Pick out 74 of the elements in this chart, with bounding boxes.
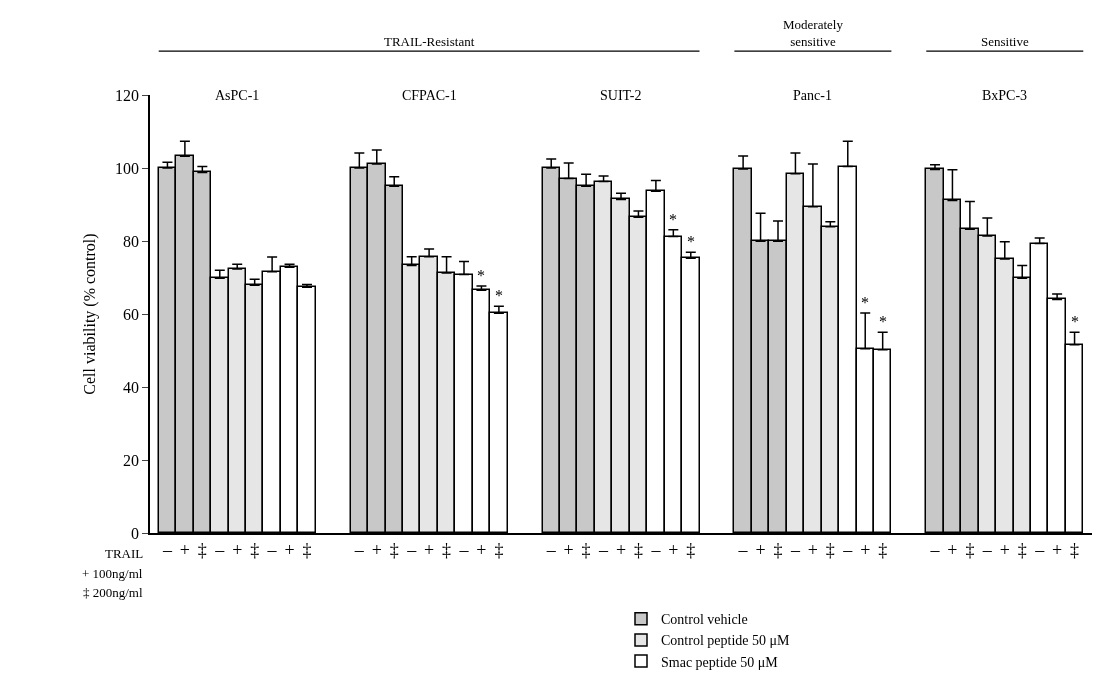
x-tick-label: + — [371, 540, 382, 561]
y-tick-label: 100 — [115, 159, 140, 177]
x-tick-label: ‡ — [1070, 540, 1080, 561]
x-tick-label: – — [650, 540, 662, 561]
y-tick-label: 120 — [115, 86, 140, 104]
x-tick-label: ‡ — [633, 540, 643, 561]
x-tick-label: + — [807, 540, 818, 561]
x-tick-label: – — [406, 540, 418, 561]
legend-label: Control vehicle — [661, 612, 748, 628]
x-tick-label: ‡ — [1017, 540, 1027, 561]
data-label: * — [687, 233, 695, 250]
x-tick-label: ‡ — [878, 540, 888, 561]
text: ‡ 200ng/ml — [83, 585, 143, 600]
data-label: * — [669, 211, 677, 228]
annotation: BxPC-3 — [982, 88, 1028, 103]
x-tick-label: + — [755, 540, 766, 561]
x-tick-label: + — [179, 540, 190, 561]
x-tick-label: ‡ — [250, 540, 260, 561]
x-tick-label: + — [668, 540, 679, 561]
x-tick-label: + — [563, 540, 574, 561]
x-tick-label: + — [615, 540, 627, 561]
x-tick-label: – — [161, 540, 173, 561]
x-tick-label: – — [598, 540, 610, 561]
x-tick-label: + — [860, 540, 871, 561]
annotation: AsPC-1 — [215, 88, 260, 103]
data-label: * — [477, 267, 485, 284]
data-label: * — [861, 294, 869, 311]
x-tick-label: ‡ — [965, 540, 975, 561]
x-tick-label: – — [981, 540, 993, 561]
x-tick-label: + — [999, 540, 1010, 561]
x-tick-label: + — [284, 540, 295, 561]
x-tick-label: + — [947, 540, 958, 561]
text: TRAIL — [105, 546, 144, 561]
y-tick-label: 80 — [123, 232, 140, 250]
x-tick-label: – — [737, 540, 749, 561]
legend-label: Smac peptide 50 μM — [661, 654, 779, 670]
x-tick-label: ‡ — [686, 540, 696, 561]
annotation: SUIT-2 — [600, 88, 642, 103]
x-tick-label: – — [789, 540, 801, 561]
x-tick-label: + — [1052, 540, 1063, 561]
x-tick-label: ‡ — [197, 540, 207, 561]
x-tick-label: ‡ — [302, 540, 312, 561]
annotation: Panc-1 — [793, 88, 832, 103]
x-tick-label: – — [842, 540, 854, 561]
x-tick-label: – — [353, 540, 365, 561]
x-tick-label: ‡ — [494, 540, 504, 561]
data-label: * — [879, 313, 887, 330]
text: + 100ng/ml — [82, 566, 143, 581]
data-label: * — [1071, 313, 1079, 330]
x-tick-label: – — [1034, 540, 1046, 561]
legend-label: Control peptide 50 μM — [661, 633, 790, 649]
annotation: CFPAC-1 — [402, 88, 457, 103]
x-tick-label: – — [214, 540, 226, 561]
x-tick-label: + — [476, 540, 487, 561]
x-tick-label: – — [929, 540, 941, 561]
text: Moderately sensitive — [783, 17, 844, 49]
text: Sensitive — [981, 34, 1029, 49]
text: TRAIL-Resistant — [384, 34, 475, 49]
x-tick-label: + — [424, 540, 435, 561]
x-tick-label: + — [232, 540, 243, 561]
y-axis-title: Cell viability (% control) — [81, 233, 100, 395]
y-tick-label: 20 — [123, 451, 140, 469]
x-tick-label: – — [458, 540, 470, 561]
x-tick-label: ‡ — [442, 540, 452, 561]
x-tick-label: – — [266, 540, 278, 561]
x-tick-label: ‡ — [389, 540, 399, 561]
y-tick-label: 40 — [123, 378, 140, 396]
x-tick-label: – — [545, 540, 557, 561]
y-tick-label: 0 — [131, 524, 140, 542]
x-tick-label: ‡ — [773, 540, 783, 561]
data-label: * — [495, 287, 503, 304]
x-tick-label: ‡ — [581, 540, 591, 561]
x-tick-label: ‡ — [825, 540, 835, 561]
y-tick-label: 60 — [123, 305, 140, 323]
